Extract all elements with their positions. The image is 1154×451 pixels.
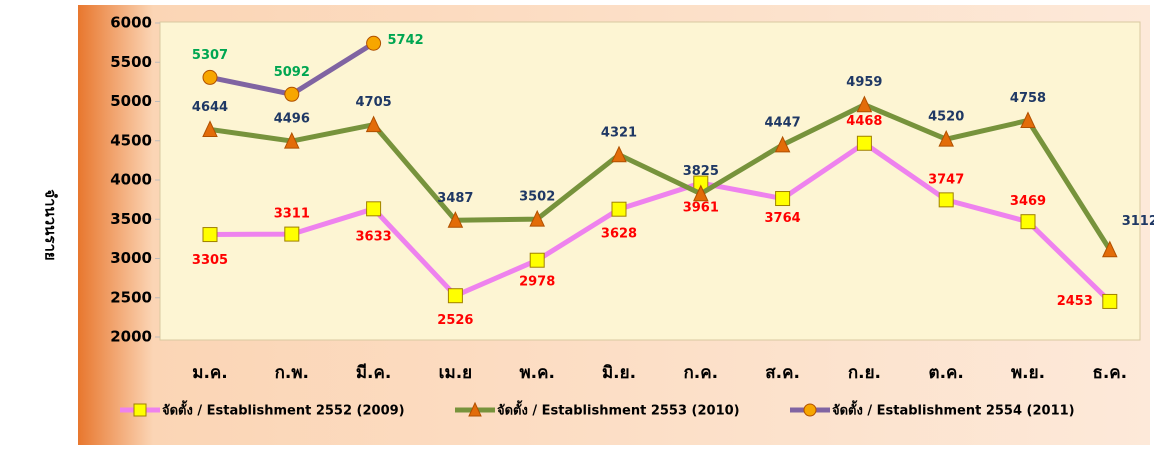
y-tick-label: 3500: [110, 210, 152, 228]
x-tick-label: มิ.ย.: [602, 363, 636, 383]
data-label: 4496: [274, 112, 310, 127]
data-label: 3628: [601, 227, 637, 242]
data-point: [202, 69, 218, 85]
data-point: [284, 226, 300, 242]
data-label: 2453: [1057, 294, 1093, 309]
legend-label: จัดตั้ง / Establishment 2554 (2011): [832, 400, 1075, 419]
data-label: 3311: [274, 207, 310, 222]
data-label: 3502: [519, 190, 555, 205]
y-tick-label: 3000: [110, 249, 152, 267]
data-point: [366, 201, 382, 217]
x-tick-label: ต.ค.: [929, 363, 964, 383]
x-tick-label: พ.ย.: [1011, 363, 1045, 383]
data-point: [938, 192, 954, 208]
data-point: [529, 252, 545, 268]
data-label: 2526: [437, 313, 473, 328]
data-point: [1102, 293, 1118, 309]
y-tick-label: 2500: [110, 288, 152, 306]
data-point: [284, 131, 300, 149]
data-label: 3469: [1010, 194, 1046, 209]
x-tick-label: ธ.ค.: [1092, 363, 1127, 383]
y-tick-label: 5000: [110, 92, 152, 110]
x-tick-label: ม.ค.: [192, 363, 228, 383]
data-label: 3747: [928, 172, 964, 187]
data-label: 4321: [601, 125, 637, 140]
data-label: 4959: [846, 75, 882, 90]
data-label: 3764: [765, 211, 801, 226]
legend-label: จัดตั้ง / Establishment 2552 (2009): [162, 400, 405, 419]
data-point: [447, 211, 464, 228]
y-tick-label: 5500: [110, 53, 152, 71]
data-label: 4705: [356, 95, 392, 110]
y-tick-label: 2000: [110, 328, 152, 346]
y-tick-label: 4500: [110, 131, 152, 149]
data-label: 3487: [437, 191, 473, 206]
x-tick-label: มี.ค.: [356, 362, 392, 383]
data-point: [774, 135, 791, 153]
data-label: 4468: [846, 114, 882, 129]
data-label: 3633: [356, 229, 392, 244]
data-label: 2978: [519, 275, 555, 290]
x-tick-label: ก.ย.: [848, 363, 881, 383]
data-point: [1102, 240, 1118, 258]
x-tick-label: พ.ค.: [519, 363, 555, 383]
legend-marker: [468, 401, 482, 417]
data-label: 5742: [388, 33, 424, 48]
data-point: [856, 95, 873, 113]
data-label: 4520: [928, 110, 964, 125]
data-point: [202, 227, 218, 243]
data-label: 5307: [192, 48, 228, 63]
data-point: [284, 86, 300, 102]
x-tick-label: ก.พ.: [275, 363, 309, 383]
data-label: 3112: [1122, 214, 1154, 229]
data-point: [775, 191, 791, 207]
data-point: [366, 35, 382, 51]
data-label: 3961: [683, 201, 719, 216]
y-axis-label: จำนวนราย: [42, 189, 60, 260]
data-label: 4644: [192, 100, 228, 115]
y-tick-label: 6000: [110, 14, 152, 32]
x-tick-label: ส.ค.: [765, 363, 800, 383]
data-point: [611, 145, 627, 163]
legend-marker: [133, 403, 147, 417]
data-label: 3825: [683, 164, 719, 179]
legend-label: จัดตั้ง / Establishment 2553 (2010): [497, 400, 740, 419]
series-line: [209, 102, 1112, 252]
data-point: [611, 201, 627, 217]
y-tick-label: 4000: [110, 171, 152, 189]
series-line: [209, 140, 1112, 304]
x-tick-label: เม.ย: [439, 363, 472, 383]
data-label: 3305: [192, 253, 228, 268]
data-label: 4758: [1010, 91, 1046, 106]
data-point: [693, 184, 709, 202]
x-tick-label: ก.ค.: [684, 363, 719, 383]
data-point: [856, 135, 872, 151]
data-point: [447, 288, 463, 304]
data-point: [1020, 111, 1036, 128]
data-label: 5092: [274, 65, 310, 80]
data-point: [938, 129, 954, 147]
data-point: [202, 120, 218, 137]
data-label: 4447: [765, 115, 801, 130]
data-point: [529, 209, 545, 227]
legend-marker: [803, 403, 817, 417]
data-point: [365, 115, 382, 133]
data-point: [1020, 214, 1036, 230]
